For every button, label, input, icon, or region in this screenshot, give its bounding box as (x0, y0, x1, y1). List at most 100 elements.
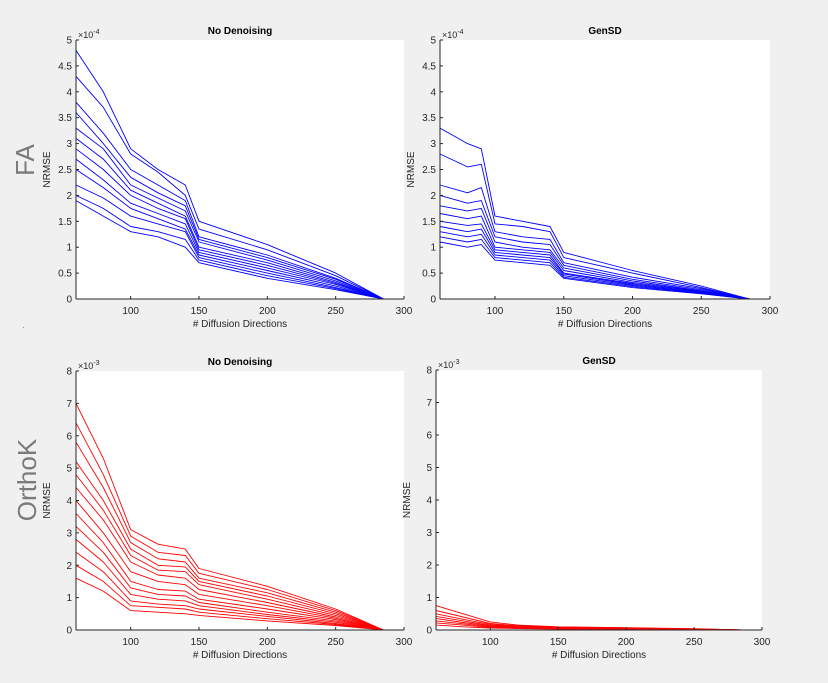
series-line-9 (439, 231, 750, 300)
series-group (75, 50, 384, 300)
y-tick-label: 0 (426, 626, 432, 637)
axis-exponent-power: -4 (457, 29, 463, 36)
series-line-6 (439, 213, 750, 300)
axis-exponent-power: -3 (453, 359, 459, 366)
x-tick-label: 200 (618, 637, 635, 648)
axis-exponent: ×10-4 (78, 29, 100, 40)
y-tick-label: 4 (66, 87, 72, 98)
series-line-5 (75, 474, 384, 631)
plot-area (76, 40, 404, 299)
y-tick-label: 1.5 (422, 217, 436, 228)
y-tick-label: 2.5 (58, 165, 72, 176)
y-tick-label: 5 (66, 464, 72, 475)
y-tick-label: 3 (66, 139, 72, 150)
y-tick-label: 7 (426, 398, 432, 409)
series-line-2 (75, 76, 384, 300)
x-tick-label: 100 (482, 637, 499, 648)
series-line-4 (439, 194, 750, 300)
series-line-2 (75, 422, 384, 631)
x-axis-label: # Diffusion Directions (193, 650, 287, 661)
y-tick-label: 5 (430, 36, 436, 47)
y-tick-label: 2 (426, 561, 432, 572)
series-line-5 (75, 127, 384, 300)
x-tick-label: 150 (191, 306, 208, 317)
series-line-6 (75, 487, 384, 631)
y-tick-label: 8 (66, 367, 72, 378)
panel-title: No Denoising (208, 26, 272, 37)
series-line-5 (439, 205, 750, 300)
x-tick-label: 150 (191, 637, 208, 648)
x-tick-label: 250 (693, 306, 710, 317)
axis-exponent-power: -3 (93, 360, 99, 367)
series-line-7 (75, 500, 384, 631)
y-tick-label: 3 (66, 528, 72, 539)
series-line-9 (75, 169, 384, 300)
series-line-13 (75, 577, 384, 631)
y-tick-label: 2 (66, 191, 72, 202)
plot-area (76, 371, 404, 630)
x-tick-label: 300 (396, 306, 413, 317)
row-label-fa: FA (10, 143, 40, 175)
y-tick-label: 5 (66, 36, 72, 47)
series-line-9 (75, 526, 384, 631)
y-tick-label: 3.5 (58, 113, 72, 124)
row-label-orthok: OrthoK (12, 438, 42, 521)
panel-orthok-gensd: 100 150 200 250 300 0 1 2 3 4 5 6 7 8 GenSD # Diffusion… (402, 356, 771, 661)
panel-title: GenSD (588, 26, 621, 37)
y-tick-label: 1 (430, 243, 436, 254)
y-tick-label: 2 (430, 191, 436, 202)
series-line-3 (75, 101, 384, 300)
y-axis-label: NRMSE (402, 482, 413, 518)
y-tick-label: 0.5 (58, 269, 72, 280)
x-tick-label: 200 (624, 306, 641, 317)
y-tick-label: 8 (426, 366, 432, 377)
y-tick-label: 1.5 (58, 217, 72, 228)
series-line-7 (75, 148, 384, 300)
panel-title: GenSD (582, 356, 615, 367)
y-axis-label: NRMSE (42, 482, 53, 518)
y-tick-label: 0 (66, 295, 72, 306)
panel-fa-no-denoising: 100 150 200 250 300 0 0.5 1 1.5 2 2.5 3 3.5 4 4.5 5 No D… (42, 26, 413, 330)
x-tick-label: 300 (396, 637, 413, 648)
x-tick-label: 250 (327, 637, 344, 648)
y-tick-label: 3 (430, 139, 436, 150)
y-tick-label: 0 (430, 295, 436, 306)
series-line-4 (75, 461, 384, 631)
series-line-12 (75, 200, 384, 300)
y-tick-label: 6 (66, 431, 72, 442)
x-tick-label: 250 (327, 306, 344, 317)
y-tick-label: 3 (426, 528, 432, 539)
series-line-7 (439, 220, 750, 300)
x-tick-label: 100 (122, 306, 139, 317)
series-line-8 (75, 158, 384, 300)
y-tick-label: 1 (66, 593, 72, 604)
y-tick-label: 4 (430, 87, 436, 98)
x-tick-label: 250 (686, 637, 703, 648)
series-line-1 (75, 403, 384, 631)
series-line-8 (439, 226, 750, 300)
series-group (439, 127, 750, 300)
panel-fa-gensd: 100 150 200 250 300 0 0.5 1 1.5 2 2.5 3 3.5 4 4.5 5 GenS… (406, 26, 779, 330)
series-line-8 (75, 513, 384, 631)
series-line-11 (439, 241, 750, 300)
x-tick-label: 100 (487, 306, 504, 317)
series-group (435, 605, 742, 631)
plot-area (436, 370, 762, 630)
x-axis-label: # Diffusion Directions (558, 319, 652, 330)
series-line-3 (439, 184, 750, 300)
series-line-3 (75, 441, 384, 631)
axis-exponent: ×10-4 (442, 29, 464, 40)
x-axis-label: # Diffusion Directions (193, 319, 287, 330)
series-line-1 (439, 127, 750, 300)
series-line-1 (75, 50, 384, 300)
panel-orthok-no-denoising: 100 150 200 250 300 0 1 2 3 4 5 6 7 8 No Denoising # Di… (42, 357, 413, 661)
x-tick-label: 100 (122, 637, 139, 648)
y-tick-label: 4.5 (422, 61, 436, 72)
y-tick-label: 1 (66, 243, 72, 254)
y-tick-label: 7 (66, 399, 72, 410)
series-line-10 (439, 236, 750, 300)
series-line-4 (75, 112, 384, 300)
plot-area (440, 40, 770, 299)
panel-title: No Denoising (208, 357, 272, 368)
